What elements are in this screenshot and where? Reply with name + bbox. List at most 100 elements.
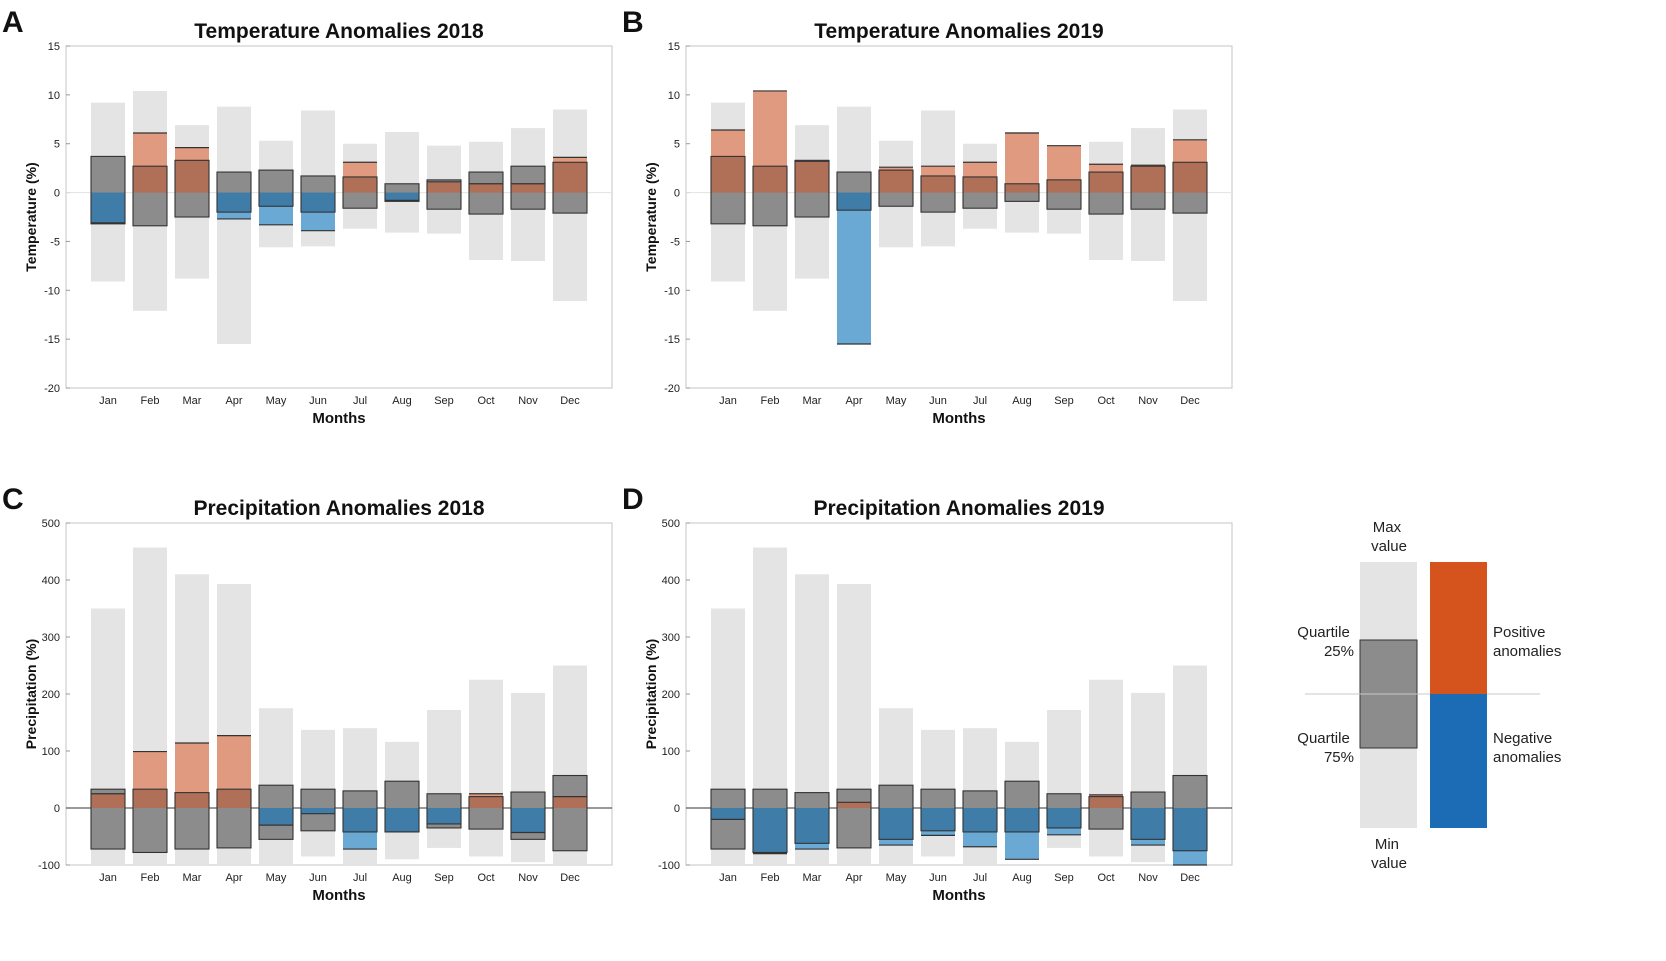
anomaly-bar-jan bbox=[91, 192, 125, 224]
anomaly-bar-jul bbox=[963, 808, 997, 848]
anomaly-excess bbox=[753, 90, 787, 167]
x-tick-label: Jul bbox=[353, 872, 367, 884]
legend-min-line1: Min bbox=[1375, 836, 1399, 853]
anomaly-excess bbox=[1005, 831, 1039, 860]
anomaly-excess bbox=[553, 157, 587, 163]
legend-q25-label: Quartile 25% bbox=[1297, 624, 1354, 660]
anomaly-overlap bbox=[879, 808, 913, 840]
y-tick-label: -10 bbox=[664, 285, 680, 297]
anomaly-overlap bbox=[711, 808, 745, 820]
anomaly-excess bbox=[1089, 164, 1123, 173]
anomaly-bar-nov bbox=[511, 808, 545, 834]
quartile-outline bbox=[216, 171, 252, 213]
anomaly-overlap bbox=[795, 161, 829, 193]
y-tick-label: 15 bbox=[48, 41, 60, 53]
anomaly-excess bbox=[1089, 794, 1123, 797]
quartile-outline bbox=[90, 788, 126, 850]
x-tick-label: Apr bbox=[225, 395, 242, 407]
anomaly-bar-feb bbox=[753, 90, 787, 193]
x-tick-label: Jun bbox=[309, 872, 327, 884]
x-tick-label: Oct bbox=[1097, 395, 1114, 407]
quartile-outline bbox=[878, 169, 914, 207]
quartile-outline bbox=[552, 774, 588, 852]
anomaly-excess bbox=[133, 751, 167, 790]
anomaly-overlap bbox=[301, 192, 335, 213]
anomaly-overlap bbox=[259, 192, 293, 207]
quartile-outline bbox=[1088, 171, 1124, 215]
anomaly-excess bbox=[963, 831, 997, 847]
quartile-outline bbox=[510, 791, 546, 840]
quartile-bar-dec bbox=[553, 775, 587, 851]
legend-positive-swatch bbox=[1430, 562, 1487, 694]
anomaly-excess bbox=[301, 212, 335, 231]
anomaly-excess bbox=[921, 166, 955, 176]
y-tick-label: 5 bbox=[54, 139, 60, 151]
legend-negative-line2: anomalies bbox=[1493, 749, 1561, 766]
y-tick-label: 200 bbox=[42, 689, 60, 701]
quartile-outline bbox=[174, 159, 210, 218]
panel-c: C Precipitation Anomalies 2018 500 400 300 20… bbox=[2, 483, 613, 904]
anomaly-bar-dec bbox=[553, 795, 587, 808]
anomaly-overlap bbox=[259, 808, 293, 826]
legend-min-line2: value bbox=[1371, 855, 1407, 872]
anomaly-overlap bbox=[301, 808, 335, 814]
x-tick-label: Aug bbox=[392, 395, 412, 407]
quartile-outline bbox=[216, 788, 252, 849]
x-tick-label: Nov bbox=[1138, 872, 1158, 884]
x-axis-label: Months bbox=[312, 887, 365, 904]
anomaly-overlap bbox=[753, 808, 787, 853]
anomaly-overlap bbox=[91, 192, 125, 223]
anomaly-overlap bbox=[1047, 179, 1081, 193]
anomaly-excess bbox=[795, 843, 829, 850]
y-tick-label: -20 bbox=[664, 383, 680, 395]
x-axis-label: Months bbox=[312, 410, 365, 427]
anomaly-overlap bbox=[1131, 808, 1165, 840]
legend: Max value Min value Quartile 25% Quartil… bbox=[1297, 519, 1561, 872]
anomaly-excess bbox=[469, 793, 503, 797]
x-tick-label: Jan bbox=[719, 395, 737, 407]
anomaly-bar-may bbox=[879, 166, 913, 193]
quartile-outline bbox=[90, 155, 126, 225]
anomaly-bar-mar bbox=[175, 742, 209, 808]
anomaly-overlap bbox=[217, 789, 251, 808]
quartile-outline bbox=[920, 175, 956, 213]
legend-negative-swatch bbox=[1430, 694, 1487, 828]
anomaly-overlap bbox=[921, 175, 955, 193]
anomaly-bar-apr bbox=[837, 192, 871, 345]
anomaly-excess bbox=[921, 830, 955, 836]
quartile-outline bbox=[1088, 796, 1124, 830]
x-tick-label: Dec bbox=[1180, 872, 1200, 884]
quartile-outline bbox=[300, 788, 336, 832]
x-tick-label: Jan bbox=[719, 872, 737, 884]
y-axis-label: Precipitation (%) bbox=[643, 639, 659, 749]
y-tick-label: 300 bbox=[42, 632, 60, 644]
anomaly-overlap bbox=[175, 160, 209, 193]
anomaly-bar-dec bbox=[553, 156, 587, 193]
legend-negative-line1: Negative bbox=[1493, 730, 1552, 747]
anomaly-bar-apr bbox=[837, 801, 871, 808]
anomaly-excess bbox=[879, 167, 913, 171]
anomaly-bar-feb bbox=[133, 750, 167, 808]
anomaly-excess bbox=[1131, 839, 1165, 846]
y-tick-label: -20 bbox=[44, 383, 60, 395]
x-tick-label: Nov bbox=[518, 872, 538, 884]
anomaly-overlap bbox=[1089, 172, 1123, 193]
y-tick-label: 0 bbox=[54, 803, 60, 815]
y-tick-label: 10 bbox=[668, 90, 680, 102]
quartile-outline bbox=[384, 183, 420, 202]
anomaly-overlap bbox=[385, 808, 419, 832]
y-tick-label: 15 bbox=[668, 41, 680, 53]
anomaly-bar-sep bbox=[1047, 808, 1081, 836]
anomaly-bar-may bbox=[259, 808, 293, 826]
quartile-outline bbox=[752, 788, 788, 854]
anomaly-bar-dec bbox=[1173, 808, 1207, 866]
legend-q25-line1: Quartile bbox=[1297, 624, 1350, 641]
anomaly-overlap bbox=[879, 170, 913, 193]
anomaly-overlap bbox=[175, 792, 209, 808]
chart-title: Temperature Anomalies 2018 bbox=[194, 20, 484, 43]
y-tick-label: -5 bbox=[50, 236, 60, 248]
anomaly-excess bbox=[217, 735, 251, 790]
anomaly-overlap bbox=[963, 808, 997, 832]
anomaly-overlap bbox=[753, 166, 787, 193]
anomaly-bar-jul bbox=[963, 161, 997, 193]
